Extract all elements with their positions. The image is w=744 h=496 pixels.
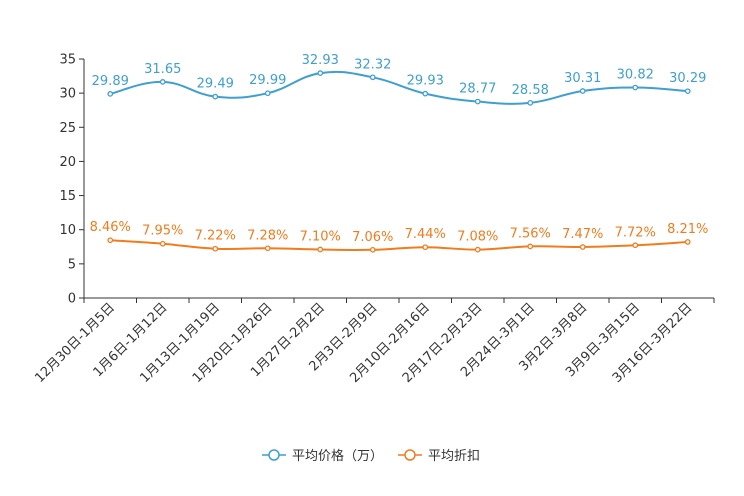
- data-label: 28.58: [512, 83, 549, 98]
- data-label: 32.32: [354, 57, 391, 72]
- y-tick-label: 35: [59, 53, 76, 68]
- legend-label-1: 平均价格（万）: [292, 448, 383, 464]
- data-label: 8.46%: [90, 220, 131, 235]
- y-tick-label: 30: [59, 87, 76, 102]
- data-point: [632, 84, 639, 91]
- data-point: [369, 74, 376, 81]
- data-point: [474, 98, 481, 105]
- data-label: 29.99: [249, 73, 286, 88]
- data-label: 7.95%: [142, 224, 183, 239]
- data-label: 29.93: [407, 74, 444, 89]
- legend-marker-1: [268, 449, 280, 461]
- data-point: [107, 91, 114, 97]
- data-point: [684, 88, 691, 95]
- data-point: [212, 245, 219, 252]
- data-point: [212, 93, 219, 100]
- data-label: 8.21%: [667, 222, 708, 237]
- data-label: 29.49: [197, 77, 234, 92]
- data-label: 7.22%: [195, 229, 236, 244]
- data-point: [107, 237, 114, 244]
- data-label: 7.72%: [615, 225, 656, 240]
- data-label: 29.89: [92, 74, 129, 89]
- data-point: [527, 243, 534, 250]
- y-tick-label: 15: [59, 189, 76, 204]
- data-point: [264, 90, 271, 97]
- data-point: [474, 246, 481, 253]
- y-tick-label: 25: [59, 121, 76, 136]
- data-label: 30.31: [564, 71, 601, 86]
- data-point: [632, 242, 639, 249]
- data-point: [317, 246, 324, 253]
- data-point: [579, 244, 586, 250]
- y-tick-label: 20: [59, 155, 76, 170]
- y-tick-label: 10: [59, 223, 76, 238]
- data-point: [264, 245, 271, 252]
- data-point: [369, 246, 376, 253]
- data-point: [684, 239, 691, 245]
- y-tick-label: 0: [68, 292, 76, 307]
- data-point: [527, 99, 534, 106]
- series-line-2: [110, 239, 688, 251]
- data-point: [579, 88, 586, 94]
- data-label: 32.93: [302, 53, 339, 68]
- data-label: 7.44%: [405, 227, 446, 242]
- data-point: [317, 70, 324, 76]
- data-point: [159, 79, 166, 85]
- data-label: 28.77: [459, 82, 496, 97]
- data-label: 31.65: [144, 62, 181, 77]
- y-tick-label: 5: [68, 257, 76, 272]
- data-point: [422, 90, 429, 97]
- data-label: 7.28%: [247, 228, 288, 243]
- legend-label-2: 平均折扣: [428, 449, 480, 464]
- legend-marker-2: [404, 449, 416, 461]
- data-label: 7.10%: [300, 230, 341, 245]
- data-label: 7.56%: [510, 226, 551, 241]
- data-label: 7.47%: [562, 227, 603, 242]
- data-label: 30.29: [669, 71, 706, 86]
- data-point: [159, 240, 166, 247]
- series-line-1: [110, 70, 688, 105]
- data-label: 7.08%: [457, 230, 498, 245]
- data-point: [422, 244, 429, 251]
- data-label: 7.06%: [352, 230, 393, 245]
- data-label: 30.82: [617, 68, 654, 83]
